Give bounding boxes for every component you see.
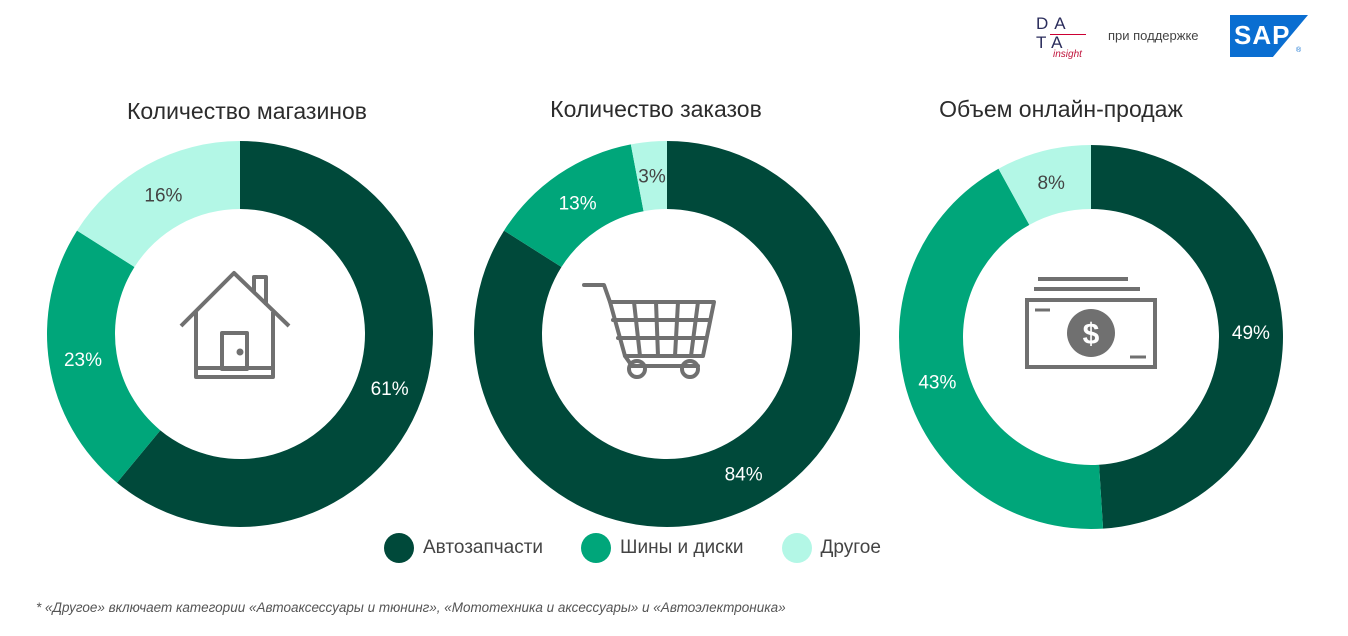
sap-logo: SAP ® xyxy=(1230,15,1308,57)
legend-swatch-auto-parts xyxy=(384,533,414,563)
data-label-stores-2: 16% xyxy=(144,186,182,207)
house-icon xyxy=(179,271,291,379)
chart-title-stores: Количество магазинов xyxy=(126,98,368,124)
data-label-stores-1: 23% xyxy=(64,350,102,371)
chart-title-orders: Количество заказов xyxy=(550,96,762,122)
legend-label-tires: Шины и диски xyxy=(620,537,744,558)
slice-stores-1 xyxy=(46,230,161,483)
footnote: * «Другое» включает категории «Автоаксес… xyxy=(36,600,786,615)
money-icon: $ xyxy=(1025,277,1157,369)
sap-logo-text: SAP xyxy=(1234,20,1291,50)
legend-swatch-other xyxy=(781,533,812,563)
slice-sales-2 xyxy=(998,145,1091,225)
legend-label-other: Другое xyxy=(820,537,881,558)
data-label-orders-2: 3% xyxy=(638,167,666,188)
data-label-orders-0: 84% xyxy=(725,464,763,485)
legend-item-auto-parts: Автозапчасти xyxy=(384,533,543,563)
slice-sales-1 xyxy=(898,168,1104,529)
slice-orders-2 xyxy=(630,141,667,212)
data-label-orders-1: 13% xyxy=(559,193,597,214)
legend-swatch-tires xyxy=(581,533,612,563)
svg-text:$: $ xyxy=(1083,318,1100,351)
legend: Автозапчасти Шины и диски Другое xyxy=(384,530,919,566)
donut-orders: 84% 13% 3% xyxy=(474,141,860,528)
support-text: при поддержке xyxy=(1108,28,1199,43)
donut-sales: 49% 43% 8% xyxy=(898,145,1284,529)
data-label-sales-2: 8% xyxy=(1037,173,1065,194)
logo-insight-text: insight xyxy=(1053,49,1082,60)
header-logos: DA TA insight при поддержке SAP ® xyxy=(1036,12,1336,62)
logo-data-line2: TA xyxy=(1036,33,1069,52)
data-label-stores-0: 61% xyxy=(371,379,409,400)
slice-stores-2 xyxy=(77,141,240,268)
legend-label-auto-parts: Автозапчасти xyxy=(423,537,544,558)
data-label-sales-1: 43% xyxy=(918,373,956,394)
data-label-sales-0: 49% xyxy=(1232,323,1270,344)
chart-title-sales: Объем онлайн-продаж xyxy=(939,96,1183,122)
donut-stores: 61% 23% 16% xyxy=(46,141,433,527)
slice-orders-0 xyxy=(474,141,860,528)
data-insight-logo: DA TA insight xyxy=(1036,14,1096,60)
shopping-cart-icon xyxy=(582,283,716,379)
logo-line xyxy=(1050,34,1086,35)
legend-item-tires: Шины и диски xyxy=(581,533,744,563)
slice-orders-1 xyxy=(504,144,644,268)
sap-reg-mark: ® xyxy=(1296,47,1302,54)
legend-item-other: Другое xyxy=(781,533,881,563)
logo-data-line1: DA xyxy=(1036,14,1072,33)
slice-sales-0 xyxy=(1091,145,1284,529)
slice-stores-0 xyxy=(116,141,433,527)
